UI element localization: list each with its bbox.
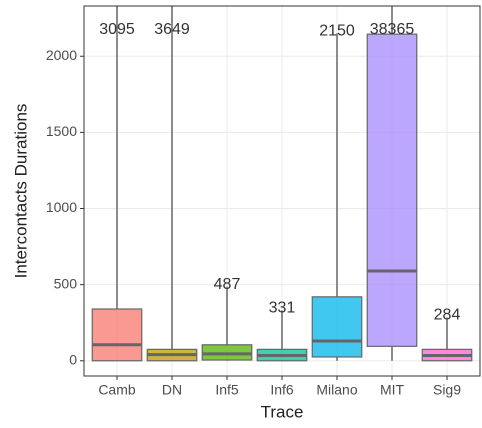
max-label: 284 [434,307,461,324]
x-tick-label: Sig9 [433,382,461,398]
max-label: 331 [269,300,296,317]
box [201,344,253,361]
boxes [91,6,473,362]
labels: 0 500 1000 1500 2000 3095 Camb 3649 DN 487 Inf5 331… [46,21,461,397]
y-tick-label: 500 [54,275,78,291]
y-tick-label: 0 [69,351,77,367]
max-label: 3095 [99,21,135,38]
box [366,33,418,347]
x-tick-label: Milano [316,382,357,398]
x-tick-label: DN [162,382,182,398]
max-label: 2150 [319,23,355,40]
y-tick-label: 1000 [46,199,77,215]
x-tick-label: Inf5 [215,382,239,398]
y-axis-title: Intercontacts Durations [11,104,30,279]
x-tick-label: MIT [380,382,405,398]
x-tick-label: Camb [98,382,136,398]
y-tick-label: 1500 [46,123,77,139]
max-label: 3649 [154,21,190,38]
max-label: 38365 [370,21,415,38]
max-label: 487 [214,276,241,293]
panel-border [83,5,481,377]
x-axis-title: Trace [261,402,304,421]
y-tick-label: 2000 [46,47,77,63]
box [91,308,143,362]
box [311,296,363,358]
x-tick-label: Inf6 [270,382,294,398]
